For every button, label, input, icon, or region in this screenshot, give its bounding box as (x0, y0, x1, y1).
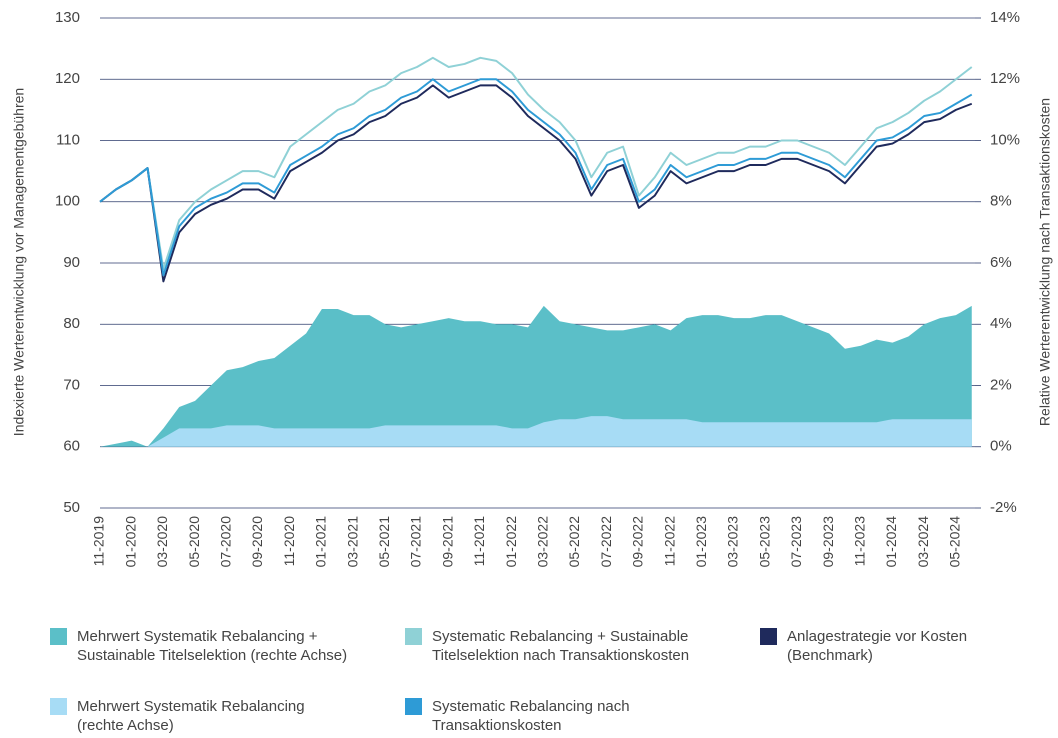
x-tick-label: 09-2022 (630, 516, 646, 568)
x-tick-label: 03-2024 (915, 516, 931, 568)
line (99, 84, 973, 283)
legend-item: Systematic Rebalancing nach Transaktions… (405, 697, 630, 735)
x-tick-label: 05-2020 (186, 516, 202, 568)
legend-swatch (50, 628, 67, 645)
x-tick-label: 03-2021 (344, 516, 360, 568)
x-tick-label: 01-2020 (122, 516, 138, 568)
legend-label: Mehrwert Systematik Rebalancing + Sustai… (77, 628, 348, 664)
x-tick-label: 03-2023 (725, 516, 741, 568)
y2-tick-label: 2% (990, 376, 1012, 393)
legend-item: Anlagestrategie vor Kosten (Benchmark) (760, 627, 967, 665)
legend-item: Systematic Rebalancing + Sustainable Tit… (405, 627, 689, 665)
y-tick-label: 60 (63, 438, 80, 455)
x-tick-label: 05-2022 (566, 516, 582, 568)
x-tick-label: 09-2020 (249, 516, 265, 568)
x-tick-label: 07-2023 (788, 516, 804, 568)
x-tick-label: 11-2023 (852, 516, 868, 567)
x-tick-label: 05-2021 (376, 516, 392, 568)
y-tick-label: 90 (63, 254, 80, 271)
x-tick-label: 07-2020 (218, 516, 234, 568)
legend-item: Mehrwert Systematik Rebalancing + Sustai… (50, 627, 347, 665)
y2-tick-label: 14% (990, 9, 1020, 26)
x-tick-label: 01-2022 (503, 516, 519, 568)
y2-axis-title: Relative Werterentwicklung nach Transakt… (1037, 98, 1053, 426)
y2-tick-label: 6% (990, 254, 1012, 271)
x-tick-label: 01-2023 (693, 516, 709, 568)
y2-tick-label: 4% (990, 315, 1012, 332)
area (100, 305, 972, 447)
x-tick-label: 07-2022 (598, 516, 614, 568)
x-tick-label: 05-2024 (947, 516, 963, 568)
legend-swatch (760, 628, 777, 645)
x-tick-label: 07-2021 (408, 516, 424, 568)
legend-label: Mehrwert Systematik Rebalancing (rechte … (77, 698, 305, 734)
y-tick-label: 80 (63, 315, 80, 332)
legend-label: Anlagestrategie vor Kosten (Benchmark) (787, 628, 968, 664)
x-tick-label: 09-2021 (439, 516, 455, 568)
legend-label: Systematic Rebalancing + Sustainable Tit… (432, 628, 690, 664)
line (99, 56, 973, 271)
x-tick-label: 05-2023 (756, 516, 772, 568)
x-tick-label: 11-2019 (91, 516, 107, 567)
x-tick-label: 01-2021 (313, 516, 329, 568)
y2-tick-label: 10% (990, 131, 1020, 148)
y2-tick-label: -2% (990, 499, 1017, 516)
area (100, 416, 972, 447)
legend-item: Mehrwert Systematik Rebalancing (rechte … (50, 697, 305, 735)
x-tick-label: 11-2022 (661, 516, 677, 567)
y2-tick-label: 12% (990, 70, 1020, 87)
y-tick-label: 100 (55, 193, 80, 210)
legend-swatch (405, 698, 422, 715)
legend-swatch (50, 698, 67, 715)
y-tick-label: 50 (63, 499, 80, 516)
x-tick-label: 01-2024 (883, 516, 899, 568)
legend-swatch (405, 628, 422, 645)
x-tick-label: 09-2023 (820, 516, 836, 568)
y2-tick-label: 0% (990, 438, 1012, 455)
legend-label: Systematic Rebalancing nach Transaktions… (432, 698, 630, 734)
y-tick-label: 110 (56, 131, 80, 148)
y2-tick-label: 8% (990, 193, 1012, 210)
x-tick-label: 03-2020 (154, 516, 170, 568)
x-tick-label: 11-2020 (281, 516, 297, 567)
chart: Indexierte Werterentwicklung vor Managem… (11, 9, 1053, 568)
x-tick-label: 11-2021 (471, 516, 487, 567)
x-tick-label: 03-2022 (535, 516, 551, 568)
y-tick-label: 120 (55, 70, 80, 87)
line (99, 78, 973, 277)
y-tick-label: 70 (63, 376, 80, 393)
y-axis-title: Indexierte Werterentwicklung vor Managem… (11, 88, 27, 436)
y-tick-label: 130 (55, 9, 80, 26)
